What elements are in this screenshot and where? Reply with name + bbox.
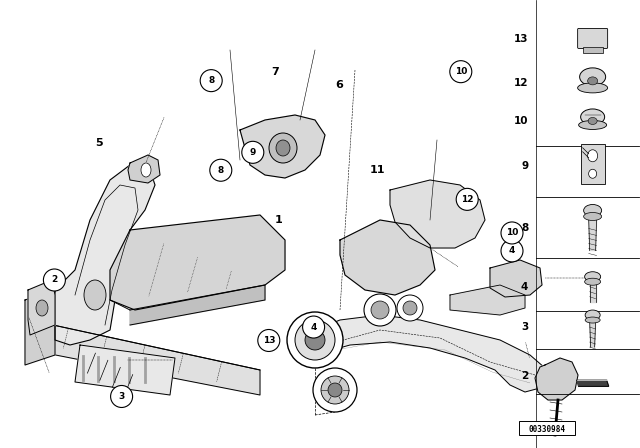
- Polygon shape: [450, 285, 525, 315]
- FancyBboxPatch shape: [519, 421, 575, 435]
- Polygon shape: [589, 216, 596, 250]
- Polygon shape: [577, 380, 609, 386]
- Circle shape: [313, 368, 357, 412]
- Circle shape: [501, 222, 523, 244]
- Ellipse shape: [269, 133, 297, 163]
- Circle shape: [258, 329, 280, 352]
- Polygon shape: [490, 260, 542, 297]
- FancyBboxPatch shape: [582, 47, 603, 53]
- Text: 8: 8: [521, 224, 528, 233]
- Text: 00330984: 00330984: [529, 425, 566, 434]
- Polygon shape: [25, 290, 55, 365]
- Text: 10: 10: [454, 67, 467, 76]
- Circle shape: [305, 330, 325, 350]
- Text: 13: 13: [514, 34, 528, 44]
- Ellipse shape: [585, 310, 600, 320]
- Text: 12: 12: [461, 195, 474, 204]
- Ellipse shape: [36, 300, 48, 316]
- Polygon shape: [128, 155, 160, 183]
- Circle shape: [44, 269, 65, 291]
- Ellipse shape: [588, 77, 598, 85]
- Text: 11: 11: [370, 165, 385, 175]
- Polygon shape: [240, 115, 325, 178]
- Polygon shape: [110, 215, 285, 310]
- Circle shape: [303, 316, 324, 338]
- Text: 1: 1: [275, 215, 282, 224]
- Ellipse shape: [584, 204, 602, 216]
- Circle shape: [242, 141, 264, 164]
- Circle shape: [295, 320, 335, 360]
- Circle shape: [287, 312, 343, 368]
- Circle shape: [210, 159, 232, 181]
- Circle shape: [328, 383, 342, 397]
- Ellipse shape: [579, 121, 607, 129]
- Ellipse shape: [84, 280, 106, 310]
- Text: 12: 12: [514, 78, 528, 88]
- Ellipse shape: [588, 117, 597, 125]
- Ellipse shape: [588, 150, 598, 162]
- Polygon shape: [75, 345, 175, 395]
- Circle shape: [450, 60, 472, 83]
- Text: 5: 5: [95, 138, 103, 148]
- Circle shape: [364, 294, 396, 326]
- Ellipse shape: [585, 272, 600, 282]
- Text: 4: 4: [509, 246, 515, 255]
- Polygon shape: [130, 285, 265, 325]
- Text: 3: 3: [118, 392, 125, 401]
- Text: 6: 6: [335, 80, 343, 90]
- FancyBboxPatch shape: [580, 144, 605, 184]
- Text: 10: 10: [514, 116, 528, 126]
- Ellipse shape: [589, 169, 596, 178]
- Ellipse shape: [580, 109, 605, 125]
- Text: 8: 8: [208, 76, 214, 85]
- Text: 9: 9: [250, 148, 256, 157]
- Polygon shape: [55, 165, 155, 345]
- Text: 7: 7: [271, 67, 279, 77]
- Polygon shape: [310, 315, 548, 392]
- Circle shape: [321, 376, 349, 404]
- Circle shape: [371, 301, 389, 319]
- Text: 3: 3: [521, 322, 528, 332]
- Text: 10: 10: [506, 228, 518, 237]
- Text: 4: 4: [310, 323, 317, 332]
- Polygon shape: [589, 320, 596, 347]
- Polygon shape: [589, 282, 596, 302]
- Ellipse shape: [584, 212, 602, 220]
- Polygon shape: [340, 220, 435, 295]
- Text: 2: 2: [521, 371, 528, 381]
- Circle shape: [501, 240, 523, 262]
- Circle shape: [397, 295, 423, 321]
- Ellipse shape: [585, 278, 600, 285]
- Polygon shape: [30, 320, 260, 395]
- Ellipse shape: [585, 317, 600, 323]
- Circle shape: [403, 301, 417, 315]
- Polygon shape: [390, 180, 485, 248]
- Ellipse shape: [276, 140, 290, 156]
- Text: 2: 2: [51, 276, 58, 284]
- Text: 4: 4: [521, 282, 528, 292]
- Text: 8: 8: [218, 166, 224, 175]
- FancyBboxPatch shape: [578, 28, 607, 48]
- Circle shape: [456, 188, 478, 211]
- Ellipse shape: [141, 163, 151, 177]
- Text: 9: 9: [521, 161, 528, 171]
- Polygon shape: [535, 358, 578, 400]
- Circle shape: [111, 385, 132, 408]
- Ellipse shape: [578, 83, 607, 93]
- Ellipse shape: [580, 68, 605, 86]
- Text: 13: 13: [262, 336, 275, 345]
- Polygon shape: [28, 280, 55, 335]
- Circle shape: [200, 69, 222, 92]
